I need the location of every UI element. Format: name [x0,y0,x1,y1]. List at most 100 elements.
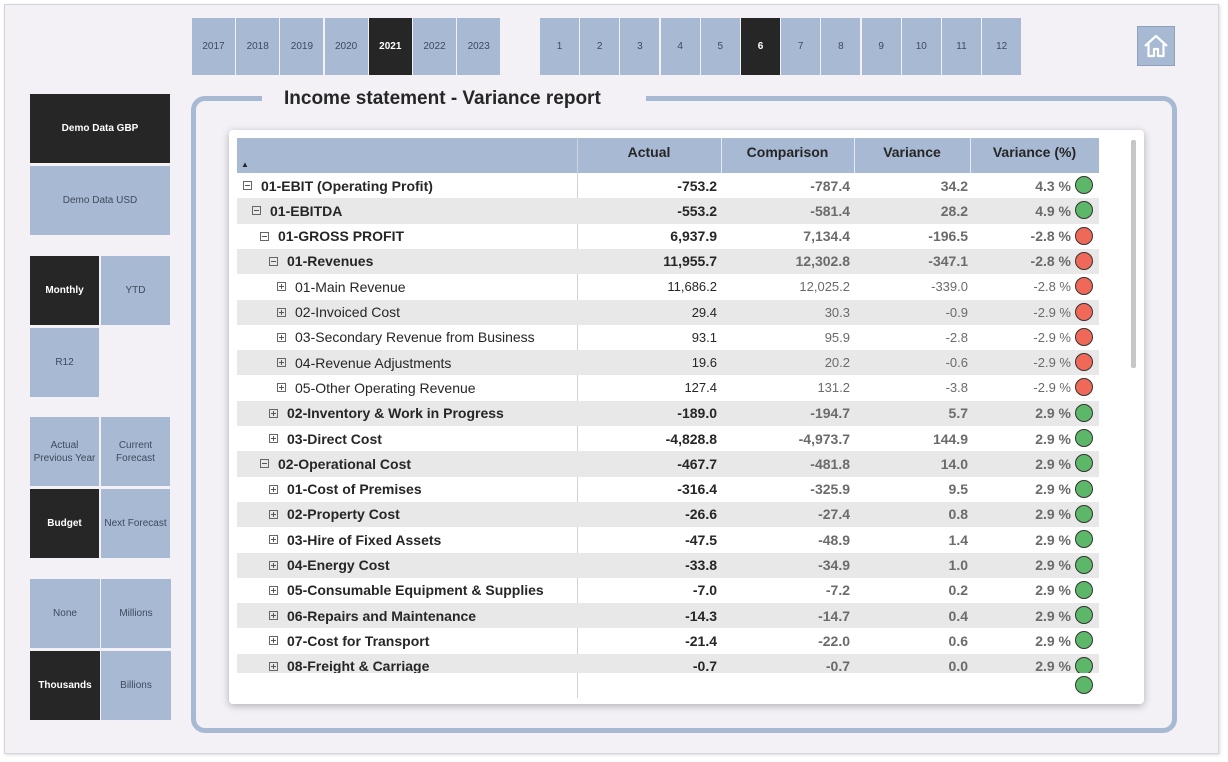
month-button-5[interactable]: 5 [700,18,740,75]
column-header-variance-pct[interactable]: Variance (%) [992,144,1077,160]
expand-icon[interactable] [269,585,278,595]
expand-icon[interactable] [277,307,286,317]
home-button[interactable] [1137,26,1175,66]
sort-ascending-icon[interactable]: ▲ [241,160,249,169]
cell-actual: 11,955.7 [663,253,717,270]
cell-variance-pct: 2.9 % [1035,506,1071,523]
month-button-9[interactable]: 9 [861,18,901,75]
units-button-thousands[interactable]: Thousands [30,651,100,720]
month-button-7[interactable]: 7 [781,18,821,75]
expand-icon[interactable] [269,661,278,671]
year-button-2022[interactable]: 2022 [413,18,456,75]
row-label-text: 02-Operational Cost [278,455,412,472]
row-label: 01-Revenues [269,249,373,274]
expand-icon[interactable] [277,358,286,368]
comparison-button-next-forecast[interactable]: Next Forecast [101,489,170,558]
units-button-none[interactable]: None [30,579,100,648]
cell-actual: 93.1 [691,329,717,345]
cell-comparison: 131.2 [817,380,850,396]
vertical-scrollbar[interactable] [1131,140,1136,368]
month-button-10[interactable]: 10 [901,18,941,75]
dataset-button-demo-data-gbp[interactable]: Demo Data GBP [30,94,170,163]
table-row: 02-Property Cost -26.6 -27.4 0.8 2.9 % [237,501,1099,528]
year-button-2017[interactable]: 2017 [192,18,235,75]
month-button-12[interactable]: 12 [982,18,1022,75]
status-indicator-icon [1075,530,1093,549]
expand-icon[interactable] [269,484,278,494]
month-button-4[interactable]: 4 [660,18,700,75]
row-label: 01-Cost of Premises [269,477,422,502]
row-label: 06-Repairs and Maintenance [269,603,476,628]
expand-icon[interactable] [269,636,278,646]
expand-icon[interactable] [269,509,278,519]
year-button-2023[interactable]: 2023 [457,18,501,75]
expand-icon[interactable] [269,560,278,570]
expand-icon[interactable] [277,332,286,342]
month-button-8[interactable]: 8 [821,18,861,75]
month-button-6[interactable]: 6 [741,18,780,75]
collapse-icon[interactable] [252,206,261,216]
row-label-text: 02-Invoiced Cost [295,304,401,320]
table-row: 03-Direct Cost -4,828.8 -4,973.7 144.9 2.9 % [237,426,1099,451]
row-label: 02-Property Cost [269,502,400,527]
title-background [262,88,646,112]
cell-variance: 1.0 [948,557,968,573]
cell-variance-pct: 2.9 % [1035,481,1071,498]
cell-variance-pct: 2.9 % [1035,607,1071,624]
table-row: 03-Hire of Fixed Assets -47.5 -48.9 1.4 2.9 … [237,527,1099,552]
cell-variance-pct: 2.9 % [1035,455,1071,472]
year-button-2020[interactable]: 2020 [324,18,368,75]
expand-icon[interactable] [277,383,286,393]
period-button-ytd[interactable]: YTD [101,256,170,325]
row-label-text: 04-Revenue Adjustments [295,354,452,371]
collapse-icon[interactable] [260,459,269,469]
month-button-2[interactable]: 2 [580,18,620,75]
expand-icon[interactable] [269,408,278,418]
row-label: 03-Direct Cost [269,426,382,451]
cell-actual: -189.0 [677,405,717,422]
period-button-r12[interactable]: R12 [30,328,99,397]
cell-variance-pct: 2.9 % [1035,582,1071,599]
collapse-icon[interactable] [260,231,269,241]
year-button-2019[interactable]: 2019 [280,18,324,75]
expand-icon[interactable] [277,282,286,292]
collapse-icon[interactable] [243,181,252,190]
header-divider [721,138,722,173]
status-indicator-icon [1075,606,1093,625]
expand-icon[interactable] [269,611,278,621]
status-indicator-icon [1075,176,1093,194]
month-button-11[interactable]: 11 [942,18,981,75]
year-button-2021[interactable]: 2021 [368,18,412,75]
row-label-text: 07-Cost for Transport [287,632,430,649]
comparison-button-actual-previous-year[interactable]: Actual Previous Year [30,417,99,486]
year-button-2018[interactable]: 2018 [236,18,280,75]
row-label-text: 05-Consumable Equipment & Supplies [287,582,544,599]
cell-variance: -0.9 [945,304,968,320]
comparison-button-current-forecast[interactable]: Current Forecast [101,417,170,486]
dataset-button-demo-data-usd[interactable]: Demo Data USD [30,166,170,235]
table-row: 01-Cost of Premises -316.4 -325.9 9.5 2.9 % [237,477,1099,502]
row-label-text: 03-Direct Cost [287,430,382,447]
cell-variance: -196.5 [928,228,968,245]
cell-variance-pct: 2.9 % [1035,531,1071,548]
period-button-monthly[interactable]: Monthly [30,256,99,325]
collapse-icon[interactable] [269,256,278,266]
column-header-variance[interactable]: Variance [883,144,941,160]
cell-comparison: -787.4 [810,177,850,194]
column-header-comparison[interactable]: Comparison [746,144,829,160]
month-button-3[interactable]: 3 [620,18,660,75]
column-header-actual[interactable]: Actual [627,144,671,160]
row-label-text: 03-Hire of Fixed Assets [287,531,442,548]
units-button-millions[interactable]: Millions [101,579,171,648]
cell-comparison: -22.0 [818,632,850,649]
cell-actual: -47.5 [685,531,717,548]
row-label: 05-Consumable Equipment & Supplies [269,578,544,603]
month-button-1[interactable]: 1 [540,18,579,75]
status-indicator-icon [1075,201,1093,220]
expand-icon[interactable] [269,535,278,545]
row-label: 08-Freight & Carriage [269,654,429,673]
comparison-button-budget[interactable]: Budget [30,489,99,558]
expand-icon[interactable] [269,434,278,443]
units-button-billions[interactable]: Billions [101,651,171,720]
cell-variance: -347.1 [928,253,968,270]
